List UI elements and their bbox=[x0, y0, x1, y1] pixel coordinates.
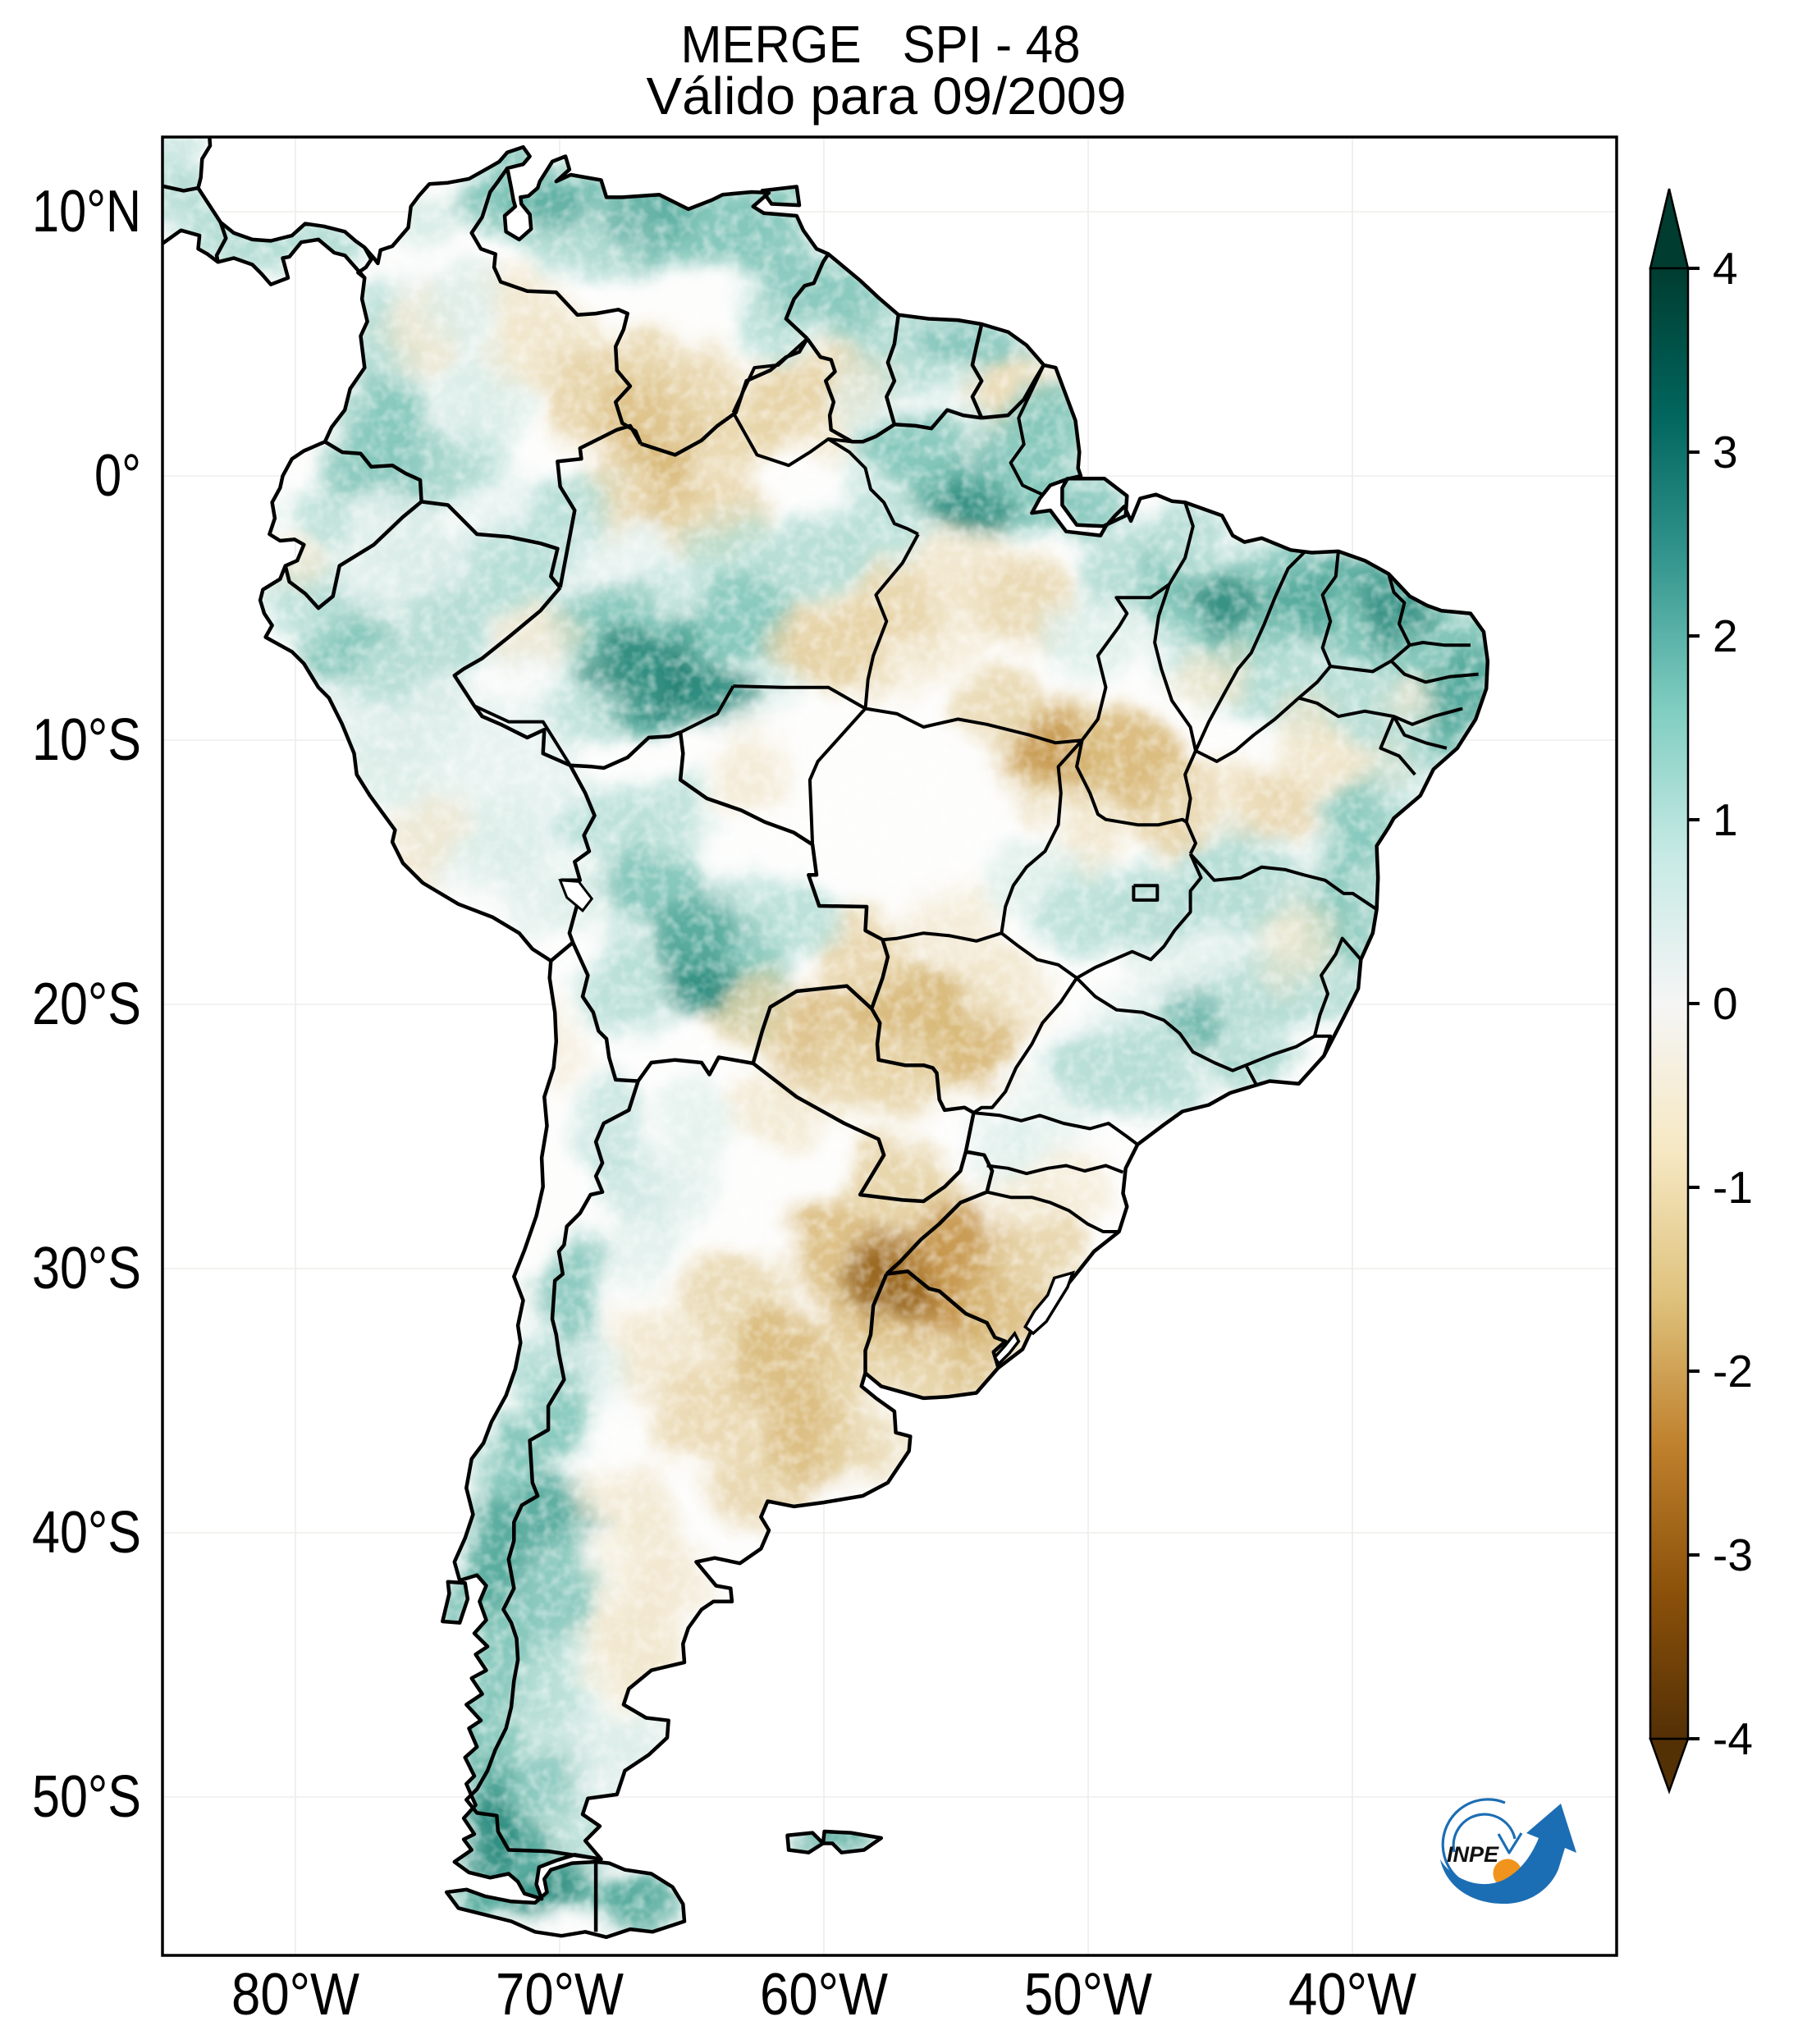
svg-text:50°S: 50°S bbox=[32, 1764, 141, 1830]
svg-text:-4: -4 bbox=[1713, 1713, 1753, 1764]
svg-text:-1: -1 bbox=[1713, 1162, 1753, 1213]
svg-text:0: 0 bbox=[1713, 978, 1738, 1029]
svg-text:1: 1 bbox=[1713, 794, 1738, 845]
svg-text:40°W: 40°W bbox=[1288, 1962, 1416, 2028]
svg-text:INPE: INPE bbox=[1447, 1842, 1499, 1867]
svg-text:-2: -2 bbox=[1713, 1346, 1753, 1397]
svg-text:30°S: 30°S bbox=[32, 1236, 141, 1301]
svg-text:70°W: 70°W bbox=[496, 1962, 624, 2028]
svg-text:80°W: 80°W bbox=[231, 1962, 359, 2028]
svg-text:Válido para 09/2009: Válido para 09/2009 bbox=[647, 66, 1127, 126]
svg-text:50°W: 50°W bbox=[1024, 1962, 1152, 2028]
svg-text:2: 2 bbox=[1713, 610, 1738, 661]
svg-text:3: 3 bbox=[1713, 427, 1738, 478]
svg-text:10°N: 10°N bbox=[32, 179, 141, 245]
svg-text:MERGE SPI - 48: MERGE SPI - 48 bbox=[681, 15, 1081, 74]
svg-text:60°W: 60°W bbox=[760, 1962, 888, 2028]
svg-text:20°S: 20°S bbox=[32, 972, 141, 1037]
svg-text:0°: 0° bbox=[94, 443, 141, 509]
svg-text:40°S: 40°S bbox=[32, 1500, 141, 1566]
svg-text:10°S: 10°S bbox=[32, 707, 141, 773]
svg-text:-3: -3 bbox=[1713, 1530, 1753, 1580]
svg-text:4: 4 bbox=[1713, 243, 1738, 294]
